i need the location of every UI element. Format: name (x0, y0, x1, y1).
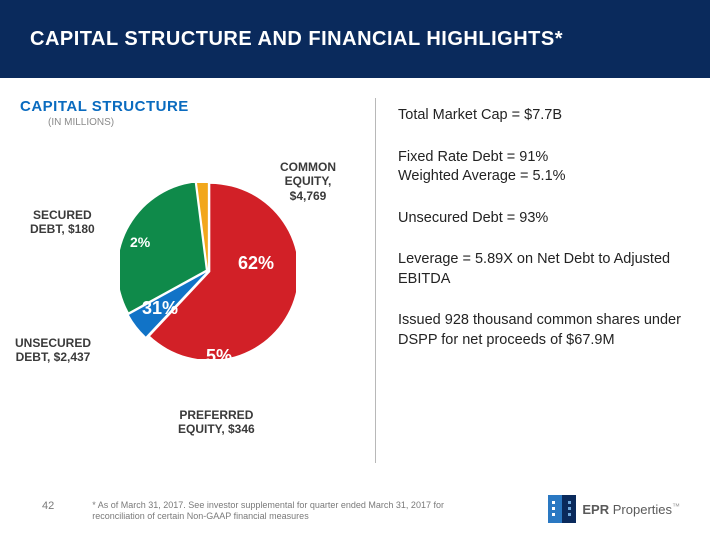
content-area: CAPITAL STRUCTURE (IN MILLIONS) COMMONEQ… (0, 78, 710, 463)
slice-label: SECUREDDEBT, $180 (30, 208, 95, 237)
header-band: CAPITAL STRUCTURE AND FINANCIAL HIGHLIGH… (0, 0, 710, 78)
logo-icon (548, 495, 576, 523)
pie-chart: COMMONEQUITY,$4,769 62% PREFERREDEQUITY, $… (20, 128, 375, 438)
brand-logo: EPR Properties™ (548, 495, 680, 523)
highlight-item: Leverage = 5.89X on Net Debt to Adjusted… (398, 250, 695, 289)
highlight-item: Total Market Cap = $7.7B (398, 106, 695, 126)
slice-pct: 2% (130, 234, 150, 250)
slice-pct: 31% (142, 298, 178, 319)
slice-label: COMMONEQUITY,$4,769 (280, 160, 336, 203)
highlight-item: Issued 928 thousand common shares under … (398, 311, 695, 350)
slice-pct: 62% (238, 253, 274, 274)
logo-text: EPR Properties™ (582, 502, 680, 517)
footer: 42 * As of March 31, 2017. See investor … (0, 495, 710, 523)
footnote-text: * As of March 31, 2017. See investor sup… (92, 500, 492, 523)
slice-label: PREFERREDEQUITY, $346 (178, 408, 255, 437)
page-number: 42 (42, 500, 54, 512)
chart-column: CAPITAL STRUCTURE (IN MILLIONS) COMMONEQ… (20, 98, 375, 463)
logo-reg: ™ (672, 502, 680, 511)
page-title: CAPITAL STRUCTURE AND FINANCIAL HIGHLIGH… (30, 28, 563, 51)
footnote-wrap: 42 * As of March 31, 2017. See investor … (42, 500, 492, 523)
logo-sub: Properties (613, 502, 672, 517)
highlights-column: Total Market Cap = $7.7B Fixed Rate Debt … (375, 98, 695, 463)
slice-label: UNSECUREDDEBT, $2,437 (15, 336, 91, 365)
chart-title: CAPITAL STRUCTURE (20, 98, 375, 115)
slice-pct: 5% (206, 346, 232, 367)
highlight-item: Fixed Rate Debt = 91% Weighted Average =… (398, 148, 695, 187)
highlight-item: Unsecured Debt = 93% (398, 209, 695, 229)
chart-subtitle: (IN MILLIONS) (48, 117, 375, 128)
logo-brand: EPR (582, 502, 609, 517)
